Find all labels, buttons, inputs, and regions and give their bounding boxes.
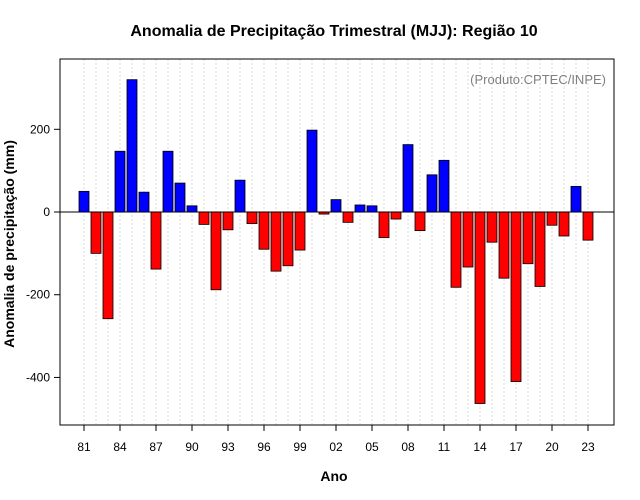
bar-2010 [426, 174, 438, 213]
bar-2014 [474, 211, 486, 404]
y-tick-label: -400 [26, 370, 50, 384]
y-axis: 200 0 -200 -400 [26, 122, 60, 384]
x-tick-label: 99 [293, 440, 307, 454]
bar-1983 [102, 211, 114, 320]
bar-1997 [270, 211, 282, 272]
bar-1994 [234, 179, 246, 213]
bar-2012 [450, 211, 462, 288]
bar-2020 [546, 211, 558, 226]
plot-frame [59, 58, 615, 426]
bar-1984 [114, 150, 126, 213]
chart-bars [78, 79, 594, 404]
bar-2000 [306, 129, 318, 213]
bar-1985 [126, 79, 138, 213]
bar-2015 [486, 211, 498, 243]
bar-2013 [462, 211, 474, 268]
y-axis-label: Anomalia de precipitação (mm) [1, 140, 17, 348]
x-axis-label: Ano [320, 468, 347, 484]
bar-2023 [582, 211, 594, 241]
bar-2007 [390, 211, 402, 220]
bar-2011 [438, 159, 450, 213]
x-tick-label: 20 [545, 440, 559, 454]
y-tick-label: -200 [26, 288, 50, 302]
bar-1991 [198, 211, 210, 225]
bar-1981 [78, 190, 90, 213]
x-axis: 81 84 87 90 93 96 99 02 05 08 11 14 17 20 23 [77, 425, 595, 454]
bar-2003 [342, 211, 354, 223]
x-tick-label: 84 [113, 440, 127, 454]
x-tick-label: 93 [221, 440, 235, 454]
x-tick-label: 90 [185, 440, 199, 454]
bar-2002 [330, 199, 342, 213]
bar-2021 [558, 211, 570, 237]
bar-2006 [378, 211, 390, 239]
bar-1990 [186, 205, 198, 213]
x-tick-label: 87 [149, 440, 163, 454]
bar-2016 [498, 211, 510, 279]
bar-2009 [414, 211, 426, 232]
chart-title: Anomalia de Precipitação Trimestral (MJJ… [130, 23, 537, 40]
bar-1996 [258, 211, 270, 250]
bar-1998 [282, 211, 294, 267]
bar-1988 [162, 150, 174, 213]
bar-1999 [294, 211, 306, 251]
x-tick-label: 11 [438, 440, 451, 454]
bar-2018 [522, 211, 534, 265]
y-tick-label: 0 [43, 205, 50, 219]
bar-2005 [366, 205, 378, 213]
bar-1993 [222, 211, 234, 231]
source-annotation: (Produto:CPTEC/INPE) [470, 72, 606, 87]
bar-2019 [534, 211, 546, 287]
x-tick-label: 05 [365, 440, 379, 454]
bar-1989 [174, 182, 186, 213]
bar-2022 [570, 185, 582, 213]
bar-2008 [402, 144, 414, 213]
bar-1992 [210, 211, 222, 291]
bar-1982 [90, 211, 102, 254]
x-tick-label: 96 [257, 440, 271, 454]
x-tick-label: 17 [509, 440, 523, 454]
x-tick-label: 81 [77, 440, 91, 454]
bar-2004 [354, 204, 366, 213]
bar-1986 [138, 191, 150, 213]
bar-1995 [246, 211, 258, 224]
x-tick-label: 14 [473, 440, 487, 454]
x-tick-label: 08 [401, 440, 415, 454]
y-tick-label: 200 [30, 122, 50, 136]
x-tick-label: 23 [581, 440, 595, 454]
bar-1987 [150, 211, 162, 270]
bar-2017 [510, 211, 522, 382]
x-tick-label: 02 [329, 440, 343, 454]
